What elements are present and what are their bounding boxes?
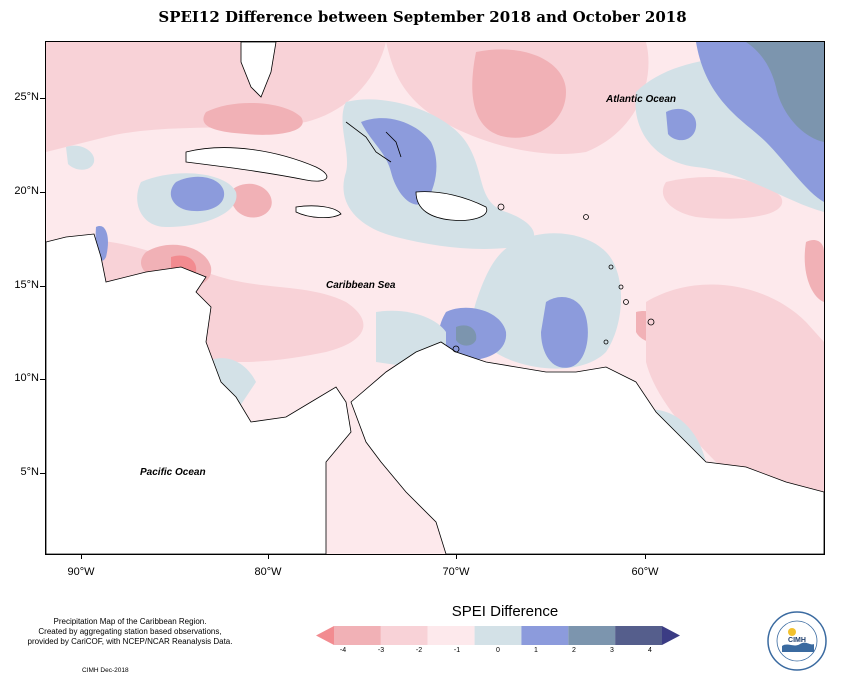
- legend-tick-label: 4: [648, 647, 652, 654]
- island-outlines: [345, 121, 655, 353]
- legend-tick-label: -3: [377, 647, 385, 654]
- lat-tick-5n: [40, 473, 45, 474]
- legend-tick-label: 2: [572, 647, 576, 654]
- lon-tick-70w: [456, 554, 457, 559]
- cimh-logo-icon: CIMH: [767, 611, 827, 671]
- lon-tick-80w: [268, 554, 269, 559]
- lat-label-5n: 5°N: [20, 466, 39, 478]
- atlantic-ocean-label: Atlantic Ocean: [606, 94, 677, 105]
- lat-label-15n: 15°N: [14, 279, 39, 291]
- legend-tick-label: -1: [453, 647, 461, 654]
- lat-tick-10n: [40, 379, 45, 380]
- pacific-ocean-label: Pacific Ocean: [140, 467, 206, 478]
- legend-swatch: [568, 626, 616, 645]
- lon-tick-90w: [81, 554, 82, 559]
- legend-swatch: [521, 626, 569, 645]
- legend-tick-label: -4: [339, 647, 347, 654]
- lat-label-20n: 20°N: [14, 185, 39, 197]
- legend-colorbar: [316, 626, 680, 645]
- legend-swatch: [427, 626, 475, 645]
- legend-segments: [316, 626, 680, 645]
- legend-tick-label: 0: [496, 647, 500, 654]
- credits-line: provided by CariCOF, with NCEP/NCAR Rean…: [27, 637, 233, 646]
- lon-tick-60w: [645, 554, 646, 559]
- logo-text: CIMH: [788, 637, 806, 644]
- spei-map: Atlantic Ocean Caribbean Sea Pacific Oce…: [45, 41, 825, 555]
- legend-swatch: [662, 626, 680, 645]
- lon-label-90w: 90°W: [67, 566, 95, 578]
- lon-label-60w: 60°W: [631, 566, 659, 578]
- legend-tick-labels: -4 -3 -2 -1 0 1 2 3 4: [0, 647, 845, 659]
- legend-tick-label: -2: [415, 647, 423, 654]
- lat-label-25n: 25°N: [14, 91, 39, 103]
- credits-text: Precipitation Map of the Caribbean Regio…: [14, 617, 246, 647]
- credits-line: Created by aggregating station based obs…: [38, 627, 222, 636]
- legend-swatch: [615, 626, 662, 645]
- legend-swatch: [334, 626, 381, 645]
- land-masses: [46, 42, 824, 554]
- legend-tick-label: 1: [534, 647, 538, 654]
- map-title: SPEI12 Difference between September 2018…: [158, 8, 687, 26]
- lon-label-80w: 80°W: [254, 566, 282, 578]
- credits-line: Precipitation Map of the Caribbean Regio…: [53, 617, 207, 626]
- legend-tick-label: 3: [610, 647, 614, 654]
- credits-stamp: CIMH Dec-2018: [82, 667, 129, 674]
- legend-swatch: [380, 626, 428, 645]
- legend-title: SPEI Difference: [451, 603, 559, 620]
- spei-map-canvas: [46, 42, 824, 554]
- legend-swatch: [474, 626, 522, 645]
- caribbean-sea-label: Caribbean Sea: [326, 280, 396, 291]
- lat-tick-25n: [40, 98, 45, 99]
- lat-tick-15n: [40, 286, 45, 287]
- lon-label-70w: 70°W: [442, 566, 470, 578]
- lat-tick-20n: [40, 192, 45, 193]
- legend-swatch: [316, 626, 334, 645]
- lat-label-10n: 10°N: [14, 372, 39, 384]
